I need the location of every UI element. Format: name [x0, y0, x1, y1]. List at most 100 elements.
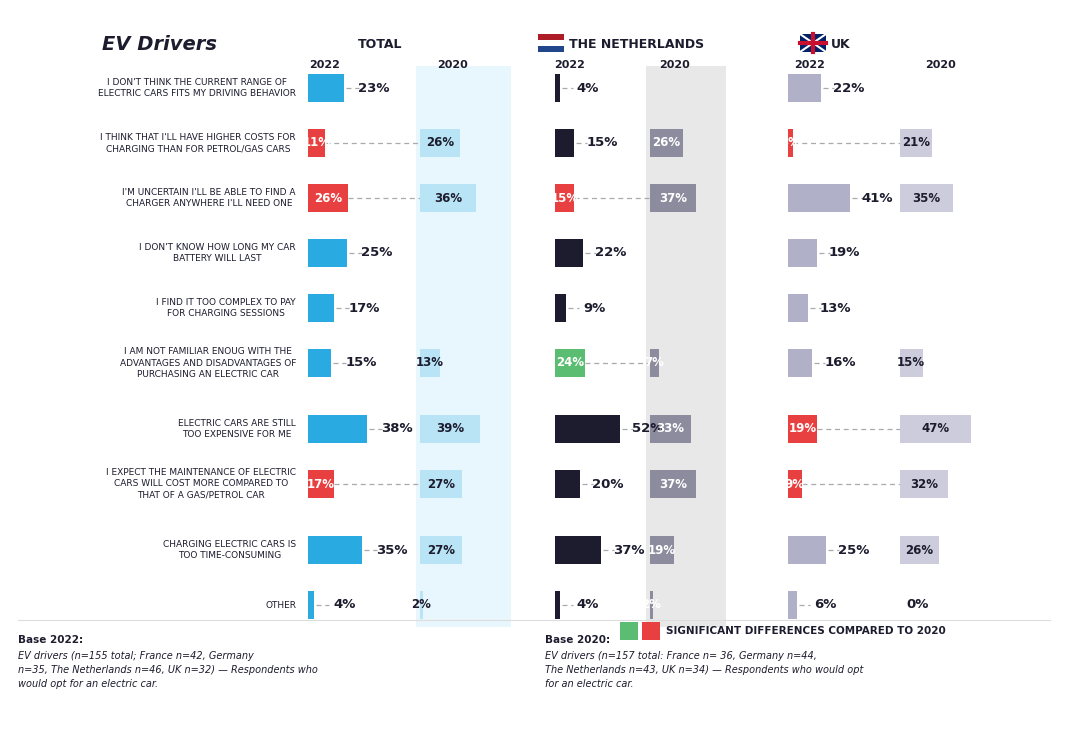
Text: EV Drivers: EV Drivers — [102, 36, 218, 55]
Text: 6%: 6% — [814, 599, 837, 611]
Bar — [899, 129, 931, 157]
Bar — [650, 591, 653, 619]
Bar — [420, 129, 460, 157]
Bar — [420, 470, 462, 498]
Bar — [308, 470, 334, 498]
Text: 15%: 15% — [551, 192, 578, 204]
Text: 19%: 19% — [789, 423, 816, 436]
Text: 0%: 0% — [907, 599, 929, 611]
Bar — [308, 129, 325, 157]
Text: 26%: 26% — [906, 543, 934, 556]
Bar — [555, 294, 567, 322]
Bar — [555, 74, 560, 102]
Bar — [650, 470, 697, 498]
Text: 16%: 16% — [824, 357, 856, 369]
Bar — [899, 184, 953, 212]
Text: 2%: 2% — [412, 599, 431, 611]
Text: 2%: 2% — [641, 599, 662, 611]
Text: EV drivers (n=157 total: France n= 36, Germany n=44,
The Netherlands n=43, UK n=: EV drivers (n=157 total: France n= 36, G… — [545, 651, 863, 689]
Text: 9%: 9% — [784, 477, 805, 491]
Bar — [789, 74, 821, 102]
Bar — [420, 349, 441, 377]
Text: 4%: 4% — [577, 81, 600, 95]
Text: 25%: 25% — [838, 543, 870, 556]
Bar — [555, 536, 601, 564]
Bar — [538, 46, 564, 52]
Text: 25%: 25% — [361, 246, 393, 260]
Bar — [650, 349, 658, 377]
Bar — [650, 536, 673, 564]
Bar — [789, 470, 801, 498]
Text: Base 2022:: Base 2022: — [18, 635, 83, 645]
Bar — [650, 184, 697, 212]
Bar — [308, 470, 334, 498]
Bar — [789, 129, 793, 157]
Text: 9%: 9% — [584, 301, 605, 314]
Text: 15%: 15% — [346, 357, 377, 369]
Text: 26%: 26% — [652, 136, 681, 149]
Bar — [555, 349, 585, 377]
Bar — [308, 184, 348, 212]
Text: OTHER: OTHER — [265, 600, 296, 610]
Bar — [420, 184, 476, 212]
Text: 36%: 36% — [434, 192, 462, 204]
Text: 52%: 52% — [633, 423, 664, 436]
Text: 23%: 23% — [357, 81, 389, 95]
Text: 2020: 2020 — [436, 60, 467, 70]
Bar — [650, 129, 683, 157]
Bar — [308, 74, 344, 102]
Text: 17%: 17% — [307, 477, 335, 491]
Bar — [800, 34, 826, 52]
Bar — [899, 536, 939, 564]
Text: 26%: 26% — [426, 136, 455, 149]
Text: EV drivers (n=155 total; France n=42, Germany
n=35, The Netherlands n=46, UK n=3: EV drivers (n=155 total; France n=42, Ge… — [18, 651, 318, 689]
Text: 41%: 41% — [862, 192, 893, 204]
Bar — [789, 239, 816, 267]
Bar — [899, 415, 971, 443]
Text: I AM NOT FAMILIAR ENOUG WITH THE
ADVANTAGES AND DISADVANTAGES OF
PURCHASING AN E: I AM NOT FAMILIAR ENOUG WITH THE ADVANTA… — [120, 347, 296, 379]
Bar — [538, 34, 564, 40]
Bar — [555, 591, 560, 619]
Text: 2022: 2022 — [309, 60, 340, 70]
Bar — [642, 622, 660, 640]
Bar — [420, 536, 462, 564]
Text: 19%: 19% — [829, 246, 860, 260]
Text: 2020: 2020 — [659, 60, 690, 70]
Text: 37%: 37% — [659, 477, 687, 491]
Text: 35%: 35% — [912, 192, 940, 204]
Text: UK: UK — [831, 38, 850, 52]
Text: I DON'T THINK THE CURRENT RANGE OF
ELECTRIC CARS FITS MY DRIVING BEHAVIOR: I DON'T THINK THE CURRENT RANGE OF ELECT… — [98, 78, 296, 98]
Text: 7%: 7% — [644, 357, 665, 369]
Text: TOTAL: TOTAL — [357, 38, 402, 52]
Bar — [308, 184, 348, 212]
Text: 13%: 13% — [416, 357, 444, 369]
Text: 32%: 32% — [910, 477, 938, 491]
Text: 2022: 2022 — [795, 60, 826, 70]
Text: 26%: 26% — [314, 192, 343, 204]
Bar — [789, 470, 801, 498]
Bar — [555, 349, 585, 377]
Bar — [538, 40, 564, 46]
Bar — [416, 66, 511, 627]
Text: 20%: 20% — [592, 477, 624, 491]
Text: I DON'T KNOW HOW LONG MY CAR
BATTERY WILL LAST: I DON'T KNOW HOW LONG MY CAR BATTERY WIL… — [140, 243, 296, 263]
Text: 19%: 19% — [648, 543, 675, 556]
Text: 11%: 11% — [303, 136, 331, 149]
Bar — [789, 294, 808, 322]
Bar — [620, 622, 638, 640]
Text: 37%: 37% — [659, 192, 687, 204]
Text: SIGNIFICANT DIFFERENCES COMPARED TO 2020: SIGNIFICANT DIFFERENCES COMPARED TO 2020 — [666, 626, 945, 636]
Text: 37%: 37% — [614, 543, 644, 556]
Text: 3%: 3% — [780, 136, 800, 149]
Text: I EXPECT THE MAINTENANCE OF ELECTRIC
CARS WILL COST MORE COMPARED TO
THAT OF A G: I EXPECT THE MAINTENANCE OF ELECTRIC CAR… — [106, 468, 296, 500]
Text: 38%: 38% — [381, 423, 413, 436]
Text: 35%: 35% — [377, 543, 408, 556]
Bar — [308, 294, 334, 322]
Bar — [555, 129, 574, 157]
Text: 39%: 39% — [436, 423, 464, 436]
Text: I FIND IT TOO COMPLEX TO PAY
FOR CHARGING SESSIONS: I FIND IT TOO COMPLEX TO PAY FOR CHARGIN… — [157, 298, 296, 318]
Bar — [789, 349, 812, 377]
Text: 33%: 33% — [656, 423, 685, 436]
Text: 4%: 4% — [333, 599, 355, 611]
Text: 27%: 27% — [427, 543, 455, 556]
